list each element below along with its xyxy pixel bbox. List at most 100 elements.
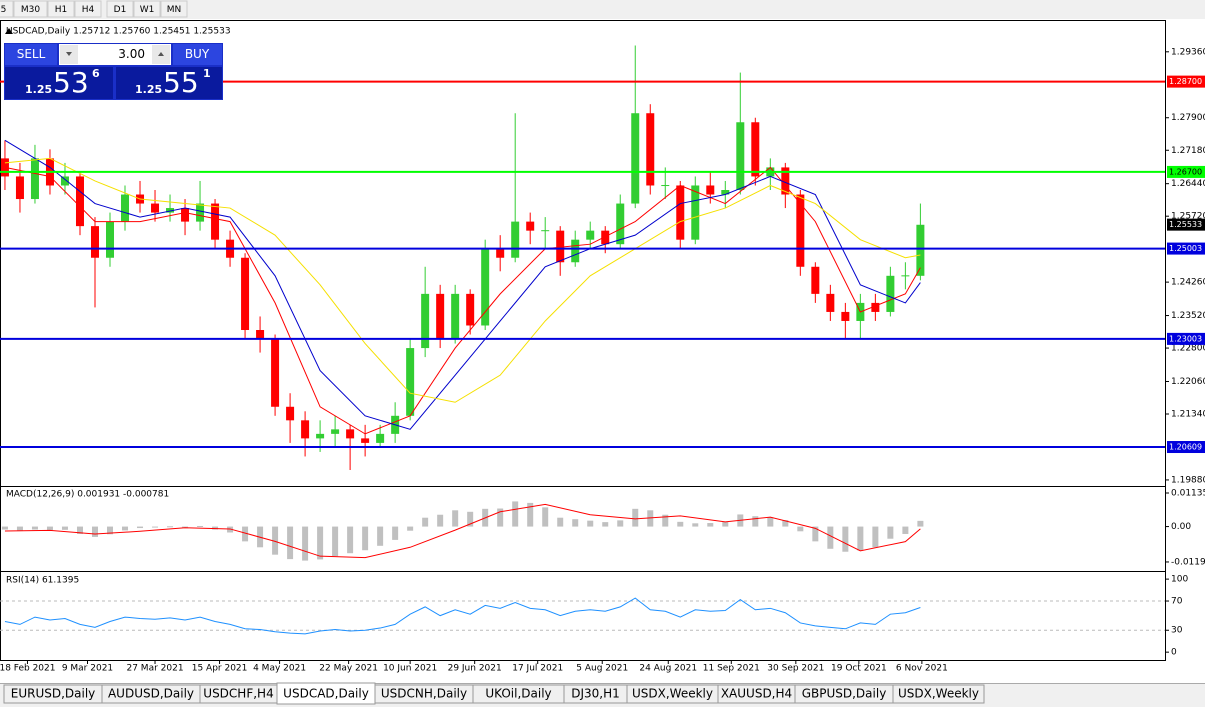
sell-price-box[interactable] — [5, 67, 113, 99]
timeframe-button[interactable] — [106, 0, 134, 18]
buy-label: BUY — [185, 47, 210, 61]
macd-bar — [1, 526, 8, 530]
x-tick-label: 11 Sep 2021 — [703, 664, 760, 674]
chart-frame — [0, 20, 1166, 661]
candle-body — [541, 230, 550, 232]
candle-body — [901, 275, 910, 277]
y-tick-label: 1.25720 — [1171, 212, 1205, 222]
macd-title: MACD(12,26,9) 0.001931 -0.000781 — [6, 490, 169, 500]
level-label: 1.23003 — [1169, 334, 1202, 343]
tab-label: XAUUSD,H4 — [721, 687, 792, 701]
y-tick-label: 30 — [1171, 626, 1183, 636]
x-tick-label: 27 Mar 2021 — [126, 664, 183, 674]
macd-bar — [452, 510, 459, 527]
up-arrow — [158, 52, 164, 56]
macd-bar — [317, 526, 324, 560]
candle-body — [75, 176, 84, 227]
macd-bar — [107, 526, 114, 535]
macd-bar — [812, 526, 819, 542]
candle-body — [121, 194, 130, 222]
candle-body — [301, 420, 310, 439]
candle-body — [271, 339, 280, 407]
macd-bar — [407, 526, 414, 531]
candle-body — [481, 248, 490, 326]
macd-bar — [617, 520, 624, 527]
timeframe-label: H4 — [82, 5, 95, 15]
macd-bar — [647, 510, 654, 527]
candle-body — [331, 429, 340, 434]
x-tick-label: 10 Jun 2021 — [383, 664, 437, 674]
y-tick-label: 1.22060 — [1171, 377, 1205, 387]
candle-body — [586, 230, 595, 240]
y-tick-label: 1.26440 — [1171, 179, 1205, 189]
timeframe-button[interactable] — [133, 0, 161, 18]
candle-body — [30, 158, 39, 200]
candle-body — [181, 208, 190, 222]
macd-bar — [287, 526, 294, 560]
buy-button[interactable] — [173, 44, 222, 65]
macd-bar — [677, 521, 684, 527]
level-label: 1.25003 — [1169, 244, 1202, 253]
macd-bar — [767, 517, 774, 527]
x-tick-label: 19 Oct 2021 — [831, 664, 887, 674]
macd-bar — [527, 502, 534, 527]
tab-label: GBPUSD,Daily — [802, 687, 887, 701]
sell-prefix: 1.25 — [25, 83, 52, 96]
buy-price-box[interactable] — [116, 67, 222, 99]
candle-body — [721, 190, 730, 195]
tab-label: AUDUSD,Daily — [108, 687, 194, 701]
x-tick-label: 5 Aug 2021 — [576, 664, 628, 674]
candle-body — [601, 230, 610, 245]
tab-label: UKOil,Daily — [485, 687, 551, 701]
macd-bar — [632, 508, 639, 527]
candle-body — [916, 224, 925, 276]
timeframe-button[interactable] — [0, 0, 14, 18]
moving-average — [4, 157, 921, 403]
candle-body — [90, 226, 99, 258]
timeframe-button[interactable] — [160, 0, 188, 18]
candle-body — [361, 438, 370, 443]
timeframe-button[interactable] — [47, 0, 75, 18]
macd-bar — [917, 520, 924, 527]
timeframe-button[interactable] — [13, 0, 48, 18]
sell-label: SELL — [17, 47, 46, 61]
candle-body — [316, 433, 325, 439]
macd-bar — [887, 526, 894, 539]
macd-bar — [167, 526, 174, 528]
candle-body — [736, 122, 745, 190]
tab[interactable] — [892, 684, 985, 704]
timeframe-button[interactable] — [74, 0, 102, 18]
signal-line — [4, 503, 921, 559]
macd-bar — [497, 508, 504, 527]
y-tick-label: 1.24260 — [1171, 278, 1205, 288]
macd-bar — [602, 522, 609, 527]
rsi-title: RSI(14) 61.1395 — [6, 576, 79, 586]
macd-bar — [587, 520, 594, 527]
y-tick-label: 1.27900 — [1171, 113, 1205, 123]
sell-button[interactable] — [5, 44, 57, 65]
timeframe-label: M30 — [21, 5, 40, 15]
candle-body — [676, 185, 685, 240]
candle-body — [346, 429, 355, 439]
x-tick-label: 17 Jul 2021 — [512, 664, 563, 674]
candle-body — [241, 257, 250, 330]
y-tick-label: 70 — [1171, 597, 1183, 607]
level-label: 1.20609 — [1169, 443, 1202, 452]
y-tick-label: 1.22800 — [1171, 344, 1205, 354]
candle-body — [556, 230, 565, 263]
candle-body — [166, 208, 175, 213]
candle-body — [616, 203, 625, 245]
tab-label: USDX,Weekly — [898, 687, 979, 701]
macd-bar — [122, 526, 129, 531]
macd-bar — [512, 501, 519, 527]
macd-bar — [902, 526, 909, 534]
tab-label: USDCAD,Daily — [283, 687, 369, 701]
last-price-tag — [1167, 218, 1205, 231]
lots-input[interactable] — [59, 44, 171, 65]
y-tick-label: 1.19880 — [1171, 475, 1205, 485]
toolbar — [0, 0, 1205, 19]
macd-bar — [872, 526, 879, 548]
macd-bar — [752, 516, 759, 527]
